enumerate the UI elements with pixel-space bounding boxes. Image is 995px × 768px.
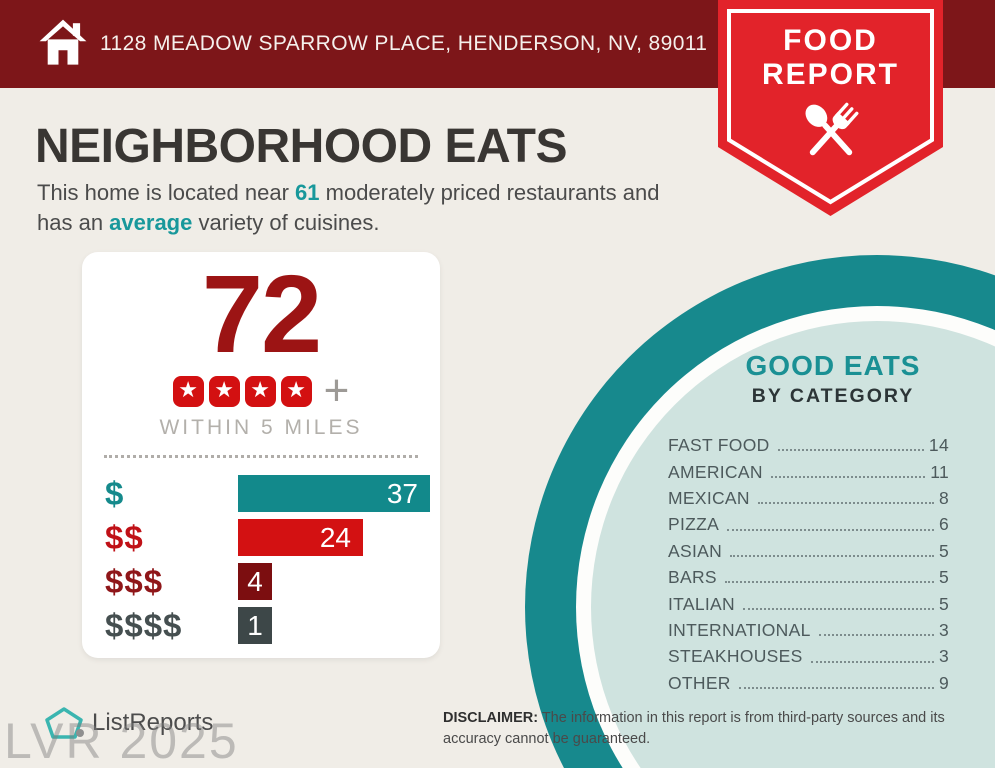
category-row: MEXICAN 8	[668, 482, 949, 508]
good-eats-title: GOOD EATS	[745, 350, 921, 381]
house-icon	[36, 16, 90, 75]
category-label: MEXICAN	[668, 488, 750, 509]
category-row: PIZZA 6	[668, 508, 949, 534]
price-row: $37	[105, 475, 440, 512]
price-bar: 4	[238, 563, 272, 600]
category-count: 11	[930, 461, 949, 482]
category-row: ITALIAN 5	[668, 587, 949, 614]
category-label: OTHER	[668, 672, 731, 693]
price-bar: 37	[238, 475, 430, 512]
dotted-leader	[727, 528, 934, 531]
listreports-wordmark: ListReports	[92, 709, 214, 736]
disclaimer: DISCLAIMER: The information in this repo…	[443, 708, 961, 749]
yelp-star-icon: ★	[244, 375, 276, 407]
badge-title-line2: REPORT	[761, 58, 899, 91]
dotted-leader	[724, 581, 934, 584]
category-row: BARS 5	[668, 561, 949, 587]
category-label: AMERICAN	[668, 461, 763, 482]
food-score: 72	[201, 253, 322, 376]
dotted-leader	[770, 475, 926, 478]
disclaimer-label: DISCLAIMER:	[443, 710, 539, 726]
yelp-star-icon: ★	[280, 375, 312, 407]
star-rating: ★ ★ ★ ★ +	[82, 365, 440, 415]
star-plus-icon: +	[323, 365, 350, 415]
score-card: 72 ★ ★ ★ ★ + WITHIN 5 MILES $37 $$ 24 $$$ 4 $$$$ 1	[82, 252, 440, 658]
good-eats-subtitle: BY CATEGORY	[751, 385, 915, 407]
subtitle-text: variety of cuisines.	[192, 209, 380, 235]
badge-shape	[718, 0, 943, 216]
variety-highlight: average	[109, 209, 193, 235]
badge-title-line1: FOOD	[783, 24, 878, 57]
category-row: FAST FOOD 14	[668, 429, 949, 455]
category-count: 3	[938, 620, 949, 640]
dotted-leader	[742, 607, 934, 610]
radius-label: WITHIN 5 MILES	[159, 416, 363, 439]
dotted-divider	[104, 455, 418, 458]
category-label: BARS	[668, 567, 717, 588]
category-count: 6	[938, 514, 949, 535]
category-label: FAST FOOD	[668, 435, 770, 456]
category-label: INTERNATIONAL	[668, 620, 811, 640]
category-label: PIZZA	[668, 514, 720, 535]
dotted-leader	[730, 554, 934, 557]
category-list: FAST FOOD 14 AMERICAN 11 MEXICAN 8 PIZZA 6 ASIAN…	[668, 429, 949, 693]
subtitle-text: moderately priced restaurants and has an	[37, 180, 660, 235]
category-label: ITALIAN	[668, 593, 735, 614]
category-row: STEAKHOUSES 3	[668, 640, 949, 666]
price-row: $$$ 4	[105, 563, 440, 600]
good-eats-header: GOOD EATS BY CATEGORY	[683, 350, 983, 408]
price-bar: 1	[238, 607, 272, 644]
dotted-leader	[818, 634, 934, 637]
category-count: 3	[938, 646, 949, 667]
page-subtitle: This home is located near 61 moderately …	[37, 178, 699, 238]
category-count: 5	[938, 593, 949, 614]
price-level-chart: $37 $$ 24 $$$ 4 $$$$ 1	[105, 475, 440, 644]
category-row: INTERNATIONAL 3	[668, 614, 949, 640]
category-label: ASIAN	[668, 540, 723, 561]
category-count: 8	[938, 488, 949, 509]
watermark: LVR 2025	[4, 713, 239, 768]
listreports-pentagon-icon	[45, 707, 84, 739]
price-label: $	[105, 474, 125, 512]
category-count: 9	[938, 672, 949, 693]
category-label: STEAKHOUSES	[668, 646, 803, 667]
category-row: AMERICAN 11	[668, 455, 949, 482]
food-report-badge: FOOD REPORT	[718, 0, 943, 222]
category-row: ASIAN 5	[668, 535, 949, 561]
yelp-star-icon: ★	[172, 375, 204, 407]
property-address: 1128 MEADOW SPARROW PLACE, HENDERSON, NV…	[100, 32, 708, 55]
restaurant-count: 61	[295, 180, 320, 205]
subtitle-text: This home is located near	[37, 180, 296, 205]
price-bar: 24	[238, 519, 363, 556]
category-row: OTHER 9	[668, 667, 949, 693]
page-title: NEIGHBORHOOD EATS	[35, 120, 567, 173]
price-label: $$$$	[105, 606, 183, 644]
price-label: $$$	[105, 562, 164, 600]
category-count: 5	[938, 540, 949, 561]
category-count: 5	[938, 567, 949, 588]
price-label: $$	[105, 518, 144, 556]
disclaimer-text: The information in this report is from t…	[443, 710, 945, 747]
dotted-leader	[738, 686, 934, 689]
dotted-leader	[757, 502, 934, 505]
crossed-spoon-fork-icon	[789, 90, 873, 179]
dotted-leader	[810, 660, 934, 663]
yelp-star-icon: ★	[208, 375, 240, 407]
category-count: 14	[928, 435, 949, 456]
price-row: $$ 24	[105, 519, 440, 556]
dotted-leader	[777, 449, 924, 452]
price-row: $$$$ 1	[105, 607, 440, 644]
listreports-logo: ListReports	[44, 706, 213, 740]
